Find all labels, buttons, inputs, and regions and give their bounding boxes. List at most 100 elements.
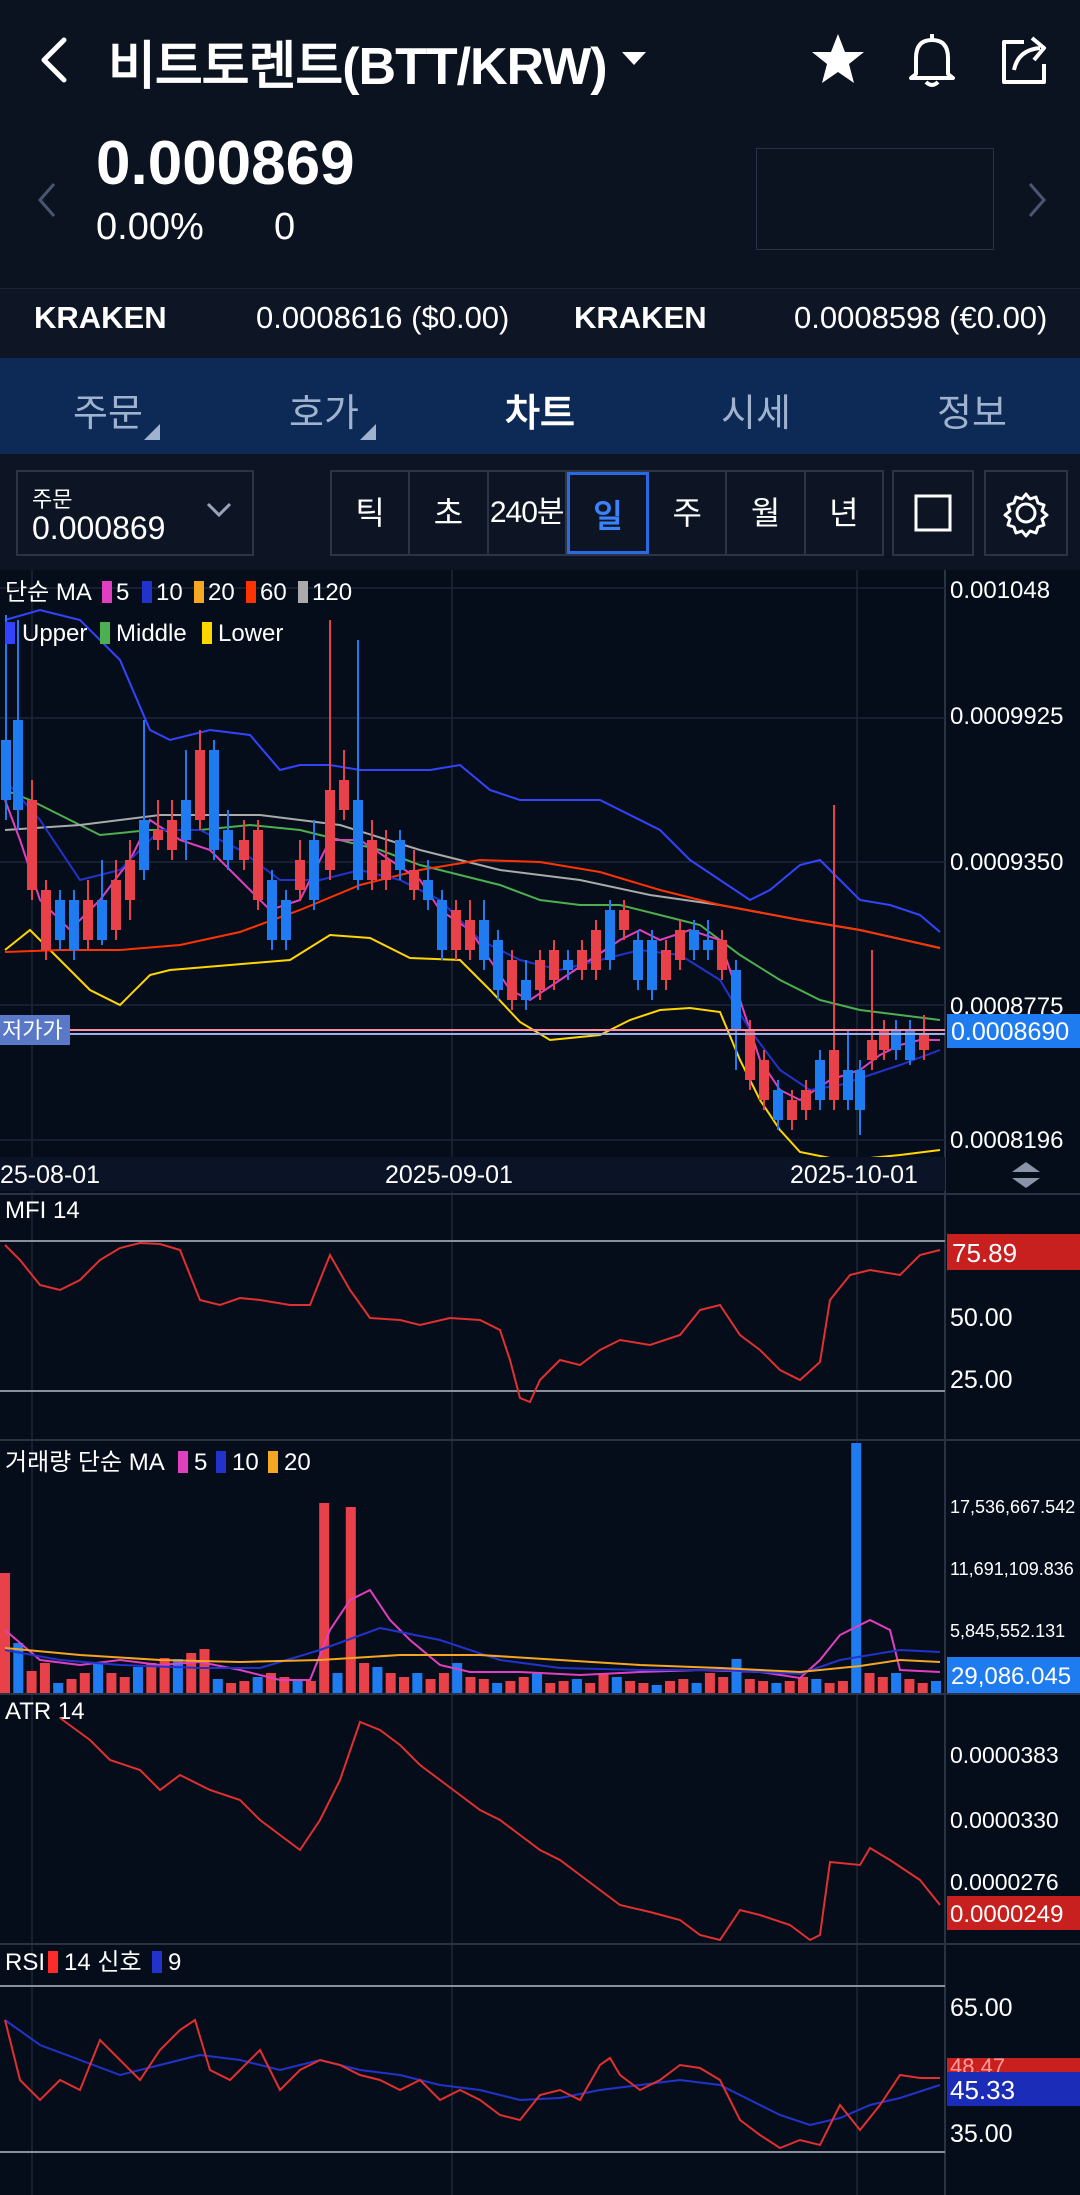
period-month[interactable]: 월 [727,472,806,554]
mfi-current: 75.89 [952,1238,1017,1268]
candle-body [843,1070,853,1100]
candle-body [195,750,205,820]
volume-bar [292,1679,303,1693]
rsi-signal-current: 45.33 [950,2075,1015,2105]
volume-bar [39,1663,50,1693]
order-value: 0.000869 [32,510,166,546]
candle-body [717,940,727,970]
ma-legend-label: 20 [208,579,235,606]
candle-body [703,940,713,950]
period-second[interactable]: 초 [410,472,489,554]
next-coin-icon[interactable] [1026,180,1048,220]
volume-current-tag [947,1657,1080,1693]
volume-bar [904,1679,915,1693]
prev-coin-icon[interactable] [36,180,58,220]
volume-bar [585,1683,596,1693]
tab-market-price[interactable]: 시세 [721,393,791,435]
volume-bar [119,1677,130,1693]
tab-chart[interactable]: 차트 [505,393,575,435]
volume-bar [226,1683,237,1693]
volume-bar [571,1679,582,1693]
ma-legend-label: 5 [116,579,129,606]
gear-icon [1003,492,1049,538]
volume-bar [93,1663,104,1693]
bell-icon[interactable] [900,28,964,92]
candle-body [879,1030,889,1050]
y-tick: 0.0009925 [950,703,1063,730]
star-icon[interactable] [806,28,870,92]
bb-legend-label: Middle [116,620,187,647]
exchange-strip [0,288,1080,361]
page-title[interactable]: 비트토렌트(BTT/KRW) [108,38,608,96]
volume-bar [13,1643,24,1693]
candle-body [577,950,587,970]
volume-legend-label: 10 [232,1449,259,1476]
bb-legend-label: Upper [22,620,87,647]
volume-bar [598,1673,609,1693]
candle-body [69,900,79,950]
candle-body [111,880,121,930]
period-tick[interactable]: 틱 [332,472,411,554]
current-price-tag [947,1014,1080,1048]
volume-legend-prefix: 거래량 단순 MA [5,1449,165,1476]
rsi-line [4,2018,940,2150]
candle-body [507,960,517,1000]
candle-body [479,920,489,960]
candle-body [619,910,629,930]
period-day[interactable]: 일 [566,472,650,554]
candle-body [381,860,391,880]
tab-info[interactable]: 정보 [937,393,1007,435]
volume-bar [811,1679,822,1693]
rsi-signal-tag [947,2072,1080,2106]
chart-area[interactable]: 저가가 단순 MA 5 10 20 60 120 Upper Middle Lo… [0,570,1080,2195]
x-tick: 2025-09-01 [385,1161,513,1189]
chevron-down-icon[interactable] [206,500,232,520]
share-icon[interactable] [994,28,1058,92]
back-arrow-icon[interactable] [30,30,80,90]
fullscreen-button[interactable] [892,470,974,556]
period-240min[interactable]: 240분 [489,472,567,554]
ma-legend-label: 120 [312,579,352,606]
volume-bar [305,1681,316,1693]
title-dropdown-icon[interactable] [622,52,646,65]
rsi-legend: 14 신호 9 [48,1949,181,1976]
volume-bar [518,1677,529,1693]
candle-body [549,950,559,980]
period-year[interactable]: 년 [829,495,859,531]
volume-bar [26,1671,37,1693]
current-price: 0.000869 [96,129,355,198]
candle-body [535,960,545,990]
order-quick-select[interactable] [16,470,254,556]
rsi-current-tag [947,2058,1080,2074]
candle-body [891,1030,901,1050]
candle-body [675,930,685,960]
period-selector: 틱 초 240분 일 주 월 년 [330,470,884,556]
settings-button[interactable] [984,470,1068,556]
period-week[interactable]: 주 [649,472,728,554]
volume-bar [731,1659,742,1693]
y-tick: 0.0000330 [950,1807,1059,1833]
candle-body [281,900,291,940]
volume-bar [239,1681,250,1693]
volume-legend: 5 10 20 [178,1449,311,1476]
tab-order[interactable]: 주문 [73,393,143,435]
mfi-label: MFI 14 [5,1197,80,1224]
candle-body [181,800,191,840]
volume-bar [891,1673,902,1693]
rsi-signal-line [4,2019,941,2127]
candle-body [83,900,93,940]
y-tick: 25.00 [950,1366,1013,1394]
rsi-legend-label: 14 신호 [64,1949,142,1976]
candle-body [409,870,419,890]
pane-resize-icon[interactable] [1012,1162,1040,1188]
tab-orderbook[interactable]: 호가 [289,393,359,435]
candle-body [97,900,107,940]
rsi-legend-label: 9 [168,1949,181,1976]
volume-bar [851,1443,862,1693]
candle-body [867,1040,877,1060]
volume-bar [159,1658,170,1693]
y-tick: 5,845,552.131 [950,1621,1065,1641]
candle-body [661,950,671,980]
candle-body [521,980,531,1000]
candle-body [919,1035,929,1050]
